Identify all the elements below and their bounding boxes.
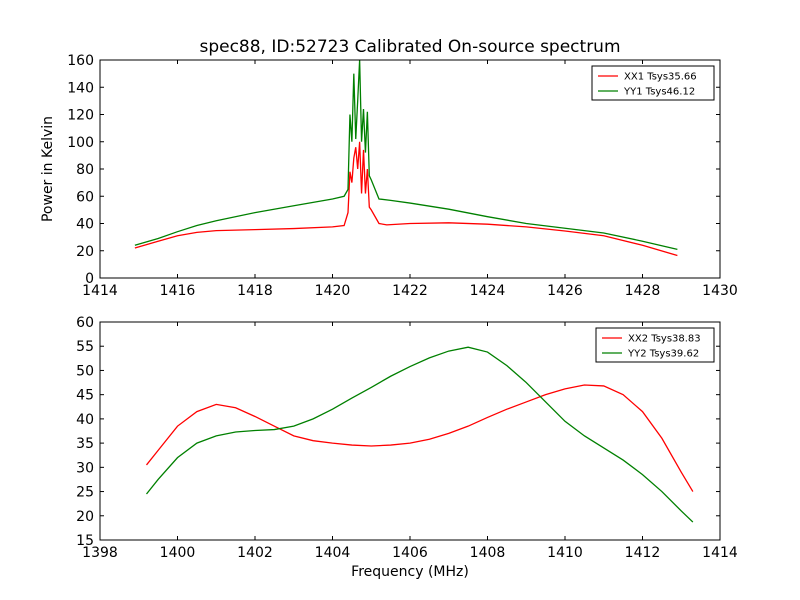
chart-1-xtick-label: 1418 bbox=[237, 283, 273, 299]
chart-2-legend: XX2 Tsys38.83 YY2 Tsys39.62 bbox=[595, 327, 715, 363]
chart-2-xtick-label: 1398 bbox=[82, 545, 118, 561]
chart-2-xlabel: Frequency (MHz) bbox=[351, 564, 469, 580]
chart-2-ytick-label: 50 bbox=[76, 363, 94, 379]
chart-2-xtick-label: 1414 bbox=[702, 545, 738, 561]
chart-2-xtick-label: 1412 bbox=[625, 545, 661, 561]
chart-1-legend-label: XX1 Tsys35.66 bbox=[624, 72, 697, 83]
chart-1-xtick-label: 1416 bbox=[160, 283, 196, 299]
chart-1-ytick-label: 120 bbox=[67, 108, 94, 124]
chart-1-panel: 1414 1416 1418 1420 1422 1424 1426 1428 1430 0 20 4… bbox=[40, 37, 738, 299]
chart-1-xtick-label: 1428 bbox=[625, 283, 661, 299]
chart-2-xtick-label: 1410 bbox=[547, 545, 583, 561]
chart-2-ytick-label: 45 bbox=[76, 388, 94, 404]
chart-2-ytick-label: 35 bbox=[76, 436, 94, 452]
chart-1-ytick-label: 160 bbox=[67, 53, 94, 69]
chart-2-xtick-label: 1400 bbox=[160, 545, 196, 561]
chart-2-ytick-label: 25 bbox=[76, 485, 94, 501]
chart-1-ylabel: Power in Kelvin bbox=[40, 116, 56, 222]
chart-2-ytick-label: 40 bbox=[76, 412, 94, 428]
chart-1-series-xx-line bbox=[134, 141, 678, 257]
chart-2-legend-label: YY2 Tsys39.62 bbox=[627, 349, 699, 360]
chart-1-legend-label: YY1 Tsys46.12 bbox=[623, 87, 695, 98]
chart-2-legend-box bbox=[595, 327, 715, 363]
chart-1-title: spec88, ID:52723 Calibrated On-source sp… bbox=[199, 37, 620, 57]
chart-1-xtick-label: 1422 bbox=[392, 283, 428, 299]
chart-2-xtick-label: 1404 bbox=[315, 545, 351, 561]
chart-2-ytick-label: 55 bbox=[76, 339, 94, 355]
chart-1-ytick-label: 0 bbox=[85, 271, 94, 287]
chart-1-ytick-label: 40 bbox=[76, 217, 94, 233]
chart-1-xtick-label: 1430 bbox=[702, 283, 738, 299]
chart-1-ytick-label: 80 bbox=[76, 162, 94, 178]
chart-2-xtick-label: 1408 bbox=[470, 545, 506, 561]
chart-1-legend: XX1 Tsys35.66 YY1 Tsys46.12 bbox=[591, 65, 715, 101]
chart-2-ytick-label: 30 bbox=[76, 460, 94, 476]
chart-2-ytick-label: 15 bbox=[76, 533, 94, 549]
chart-2-xtick-label: 1402 bbox=[237, 545, 273, 561]
chart-1-xtick-label: 1424 bbox=[470, 283, 506, 299]
chart-1-xtick-label: 1420 bbox=[315, 283, 351, 299]
chart-1-ytick-label: 20 bbox=[76, 244, 94, 260]
chart-2-ytick-label: 60 bbox=[76, 315, 94, 331]
chart-2-ytick-label: 20 bbox=[76, 509, 94, 525]
chart-1-ytick-label: 60 bbox=[76, 189, 94, 205]
chart-2-legend-label: XX2 Tsys38.83 bbox=[628, 334, 701, 345]
chart-2-series-xx-line bbox=[145, 384, 694, 492]
chart-2-panel: 1398 1400 1402 1404 1406 1408 1410 1412 1414 15 20… bbox=[76, 315, 738, 580]
chart-2-xtick-label: 1406 bbox=[392, 545, 428, 561]
chart-1-xtick-label: 1414 bbox=[82, 283, 118, 299]
chart-2-series-yy-line bbox=[145, 346, 694, 523]
chart-1-ytick-label: 140 bbox=[67, 80, 94, 96]
chart-1-legend-box bbox=[591, 65, 715, 101]
chart-1-series-yy-line bbox=[134, 60, 678, 251]
chart-1-xtick-label: 1426 bbox=[547, 283, 583, 299]
chart-1-ytick-label: 100 bbox=[67, 135, 94, 151]
